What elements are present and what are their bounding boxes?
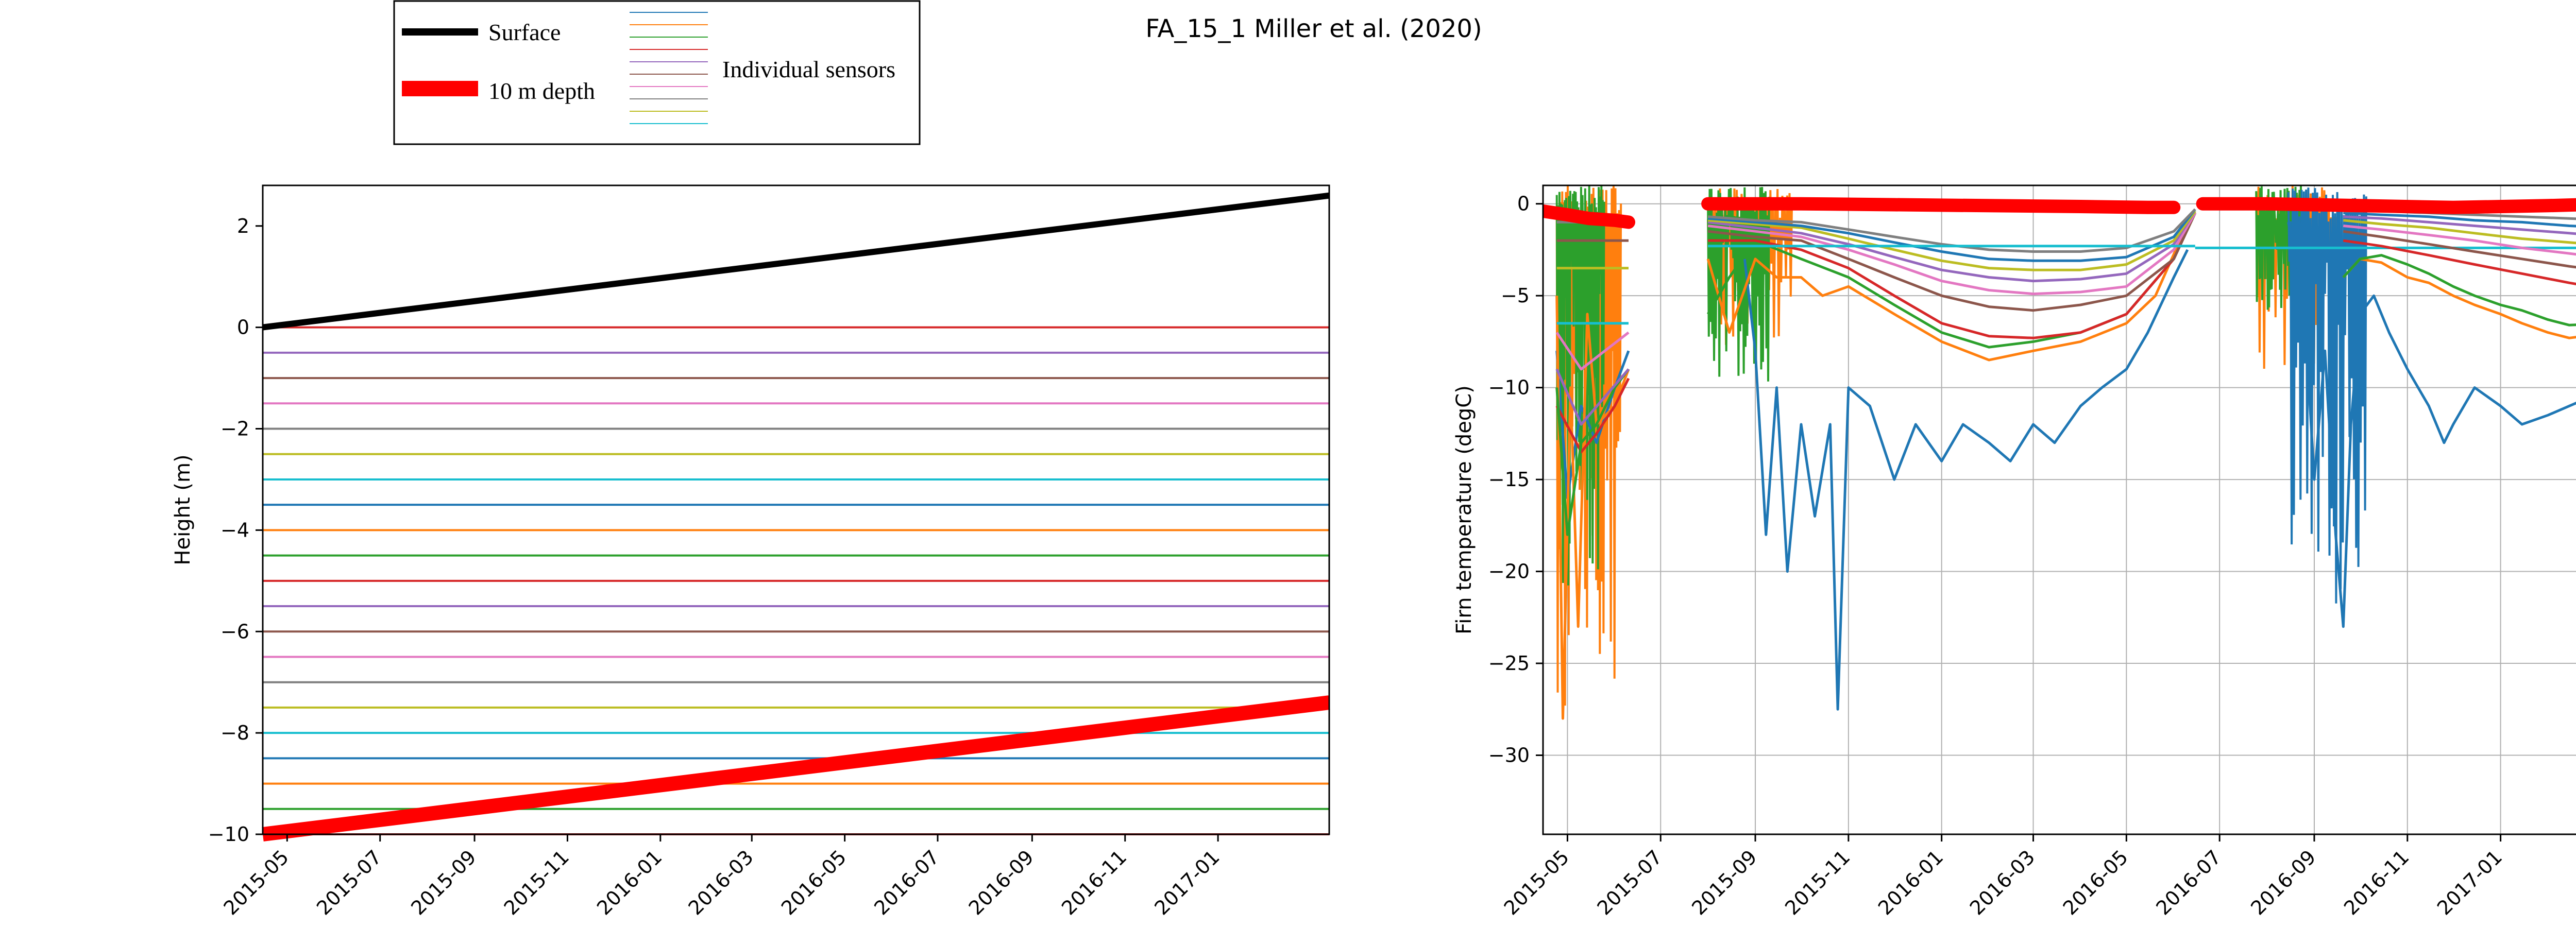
sensor-series (1706, 212, 2196, 362)
sensor-series (1555, 331, 1630, 371)
y-tick-label: 0 (1517, 193, 1530, 215)
sensor-series (2287, 221, 2576, 628)
sensor-series (2342, 254, 2576, 327)
depth-10m-series (2196, 197, 2576, 214)
temperature-plot-grid (1543, 185, 2576, 834)
sensor-series (1707, 210, 2196, 271)
depth-10m-series (1543, 204, 1635, 229)
y-tick-label: −20 (1488, 560, 1530, 583)
temperature-plot-ylabel: Firn temperature (degC) (1452, 385, 1476, 634)
y-tick-label: −25 (1488, 652, 1530, 675)
sensor-series (1707, 208, 2196, 262)
sensor-series (2343, 215, 2576, 235)
y-tick-label: −15 (1488, 468, 1530, 491)
sensor-series (2342, 258, 2576, 339)
height-plot-marks (262, 192, 1330, 842)
sensor-series (1743, 249, 2189, 711)
y-tick-label: −30 (1488, 744, 1530, 767)
spiky-series (1555, 185, 1605, 586)
legend: Surface 10 m depth Individual sensors (393, 0, 921, 145)
series-line (262, 192, 1330, 331)
y-tick-label: −6 (221, 620, 249, 643)
height-plot-frame (262, 184, 1330, 835)
y-tick-label: 0 (237, 316, 249, 339)
sensor-series (2343, 219, 2576, 245)
sensor-series (1707, 212, 2197, 312)
depth-10m-series (1701, 197, 2181, 214)
y-tick-label: −2 (221, 418, 249, 440)
sensor-series (1707, 212, 2196, 296)
legend-depth-label: 10 m depth (488, 78, 595, 104)
spiky-series (2287, 187, 2367, 604)
y-tick-label: −10 (208, 823, 249, 846)
sensor-series (2343, 212, 2576, 228)
legend-sensor-swatches (630, 12, 708, 124)
series-line (262, 695, 1330, 842)
legend-surface-label: Surface (488, 19, 561, 45)
figure-title: FA_15_1 Miller et al. (2020) (1145, 14, 1482, 43)
temperature-plot-frame (1542, 184, 2576, 835)
y-tick-label: −8 (221, 722, 249, 744)
sensor-series (1707, 210, 2196, 283)
legend-sensors-label: Individual sensors (722, 56, 895, 82)
y-tick-label: −10 (1488, 376, 1530, 399)
y-tick-label: −5 (1501, 284, 1530, 307)
temperature-plot-marks (1543, 185, 2576, 720)
sensor-series (1708, 212, 2197, 339)
sensor-series (1555, 377, 1630, 454)
sensor-series (2343, 239, 2576, 285)
sensor-series (2343, 230, 2576, 269)
y-tick-label: −4 (221, 519, 249, 541)
sensor-series (2343, 225, 2576, 256)
sensor-series (1555, 368, 1630, 426)
height-plot-ylabel: Height (m) (171, 454, 195, 565)
y-tick-label: 2 (237, 215, 249, 237)
